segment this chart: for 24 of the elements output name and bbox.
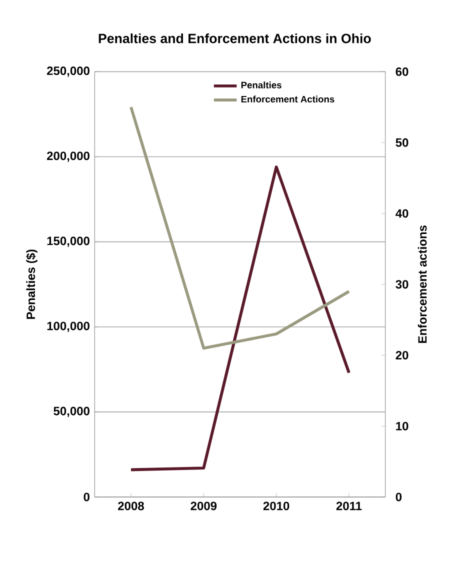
y2-tick-label: 0: [396, 492, 402, 502]
y-tick-label: 100,000: [47, 322, 90, 332]
y-tick-label: 0: [84, 492, 90, 502]
line-series: [130, 165, 350, 472]
x-tick-label: 2008: [118, 502, 144, 510]
y2-tick-label: 10: [396, 422, 408, 430]
line-series: [130, 106, 350, 350]
legend-label: Penalties: [241, 82, 282, 88]
y2-tick-label: 60: [396, 67, 408, 76]
y2-tick-label: 30: [396, 280, 408, 289]
y2-tick-label: 50: [396, 138, 408, 147]
y-tick-label: 50,000: [54, 406, 90, 418]
x-tick-label: 2011: [336, 502, 362, 510]
y-tick-label: 150,000: [47, 236, 90, 247]
x-tick-label: 2009: [190, 502, 217, 510]
y-axis-title: Penalties ($): [26, 250, 38, 319]
legend-label: Enforcement Actions: [241, 96, 334, 102]
chart-title: Penalties and Enforcement Actions in Ohio: [98, 33, 371, 44]
y2-tick-label: 40: [396, 209, 408, 218]
y2-tick-label: 20: [396, 350, 408, 360]
x-tick-label: 2010: [263, 502, 290, 510]
y-tick-label: 250,000: [46, 66, 90, 77]
y2-axis-title: Enforcement actions: [418, 225, 427, 343]
y-tick-label: 200,000: [46, 152, 90, 162]
